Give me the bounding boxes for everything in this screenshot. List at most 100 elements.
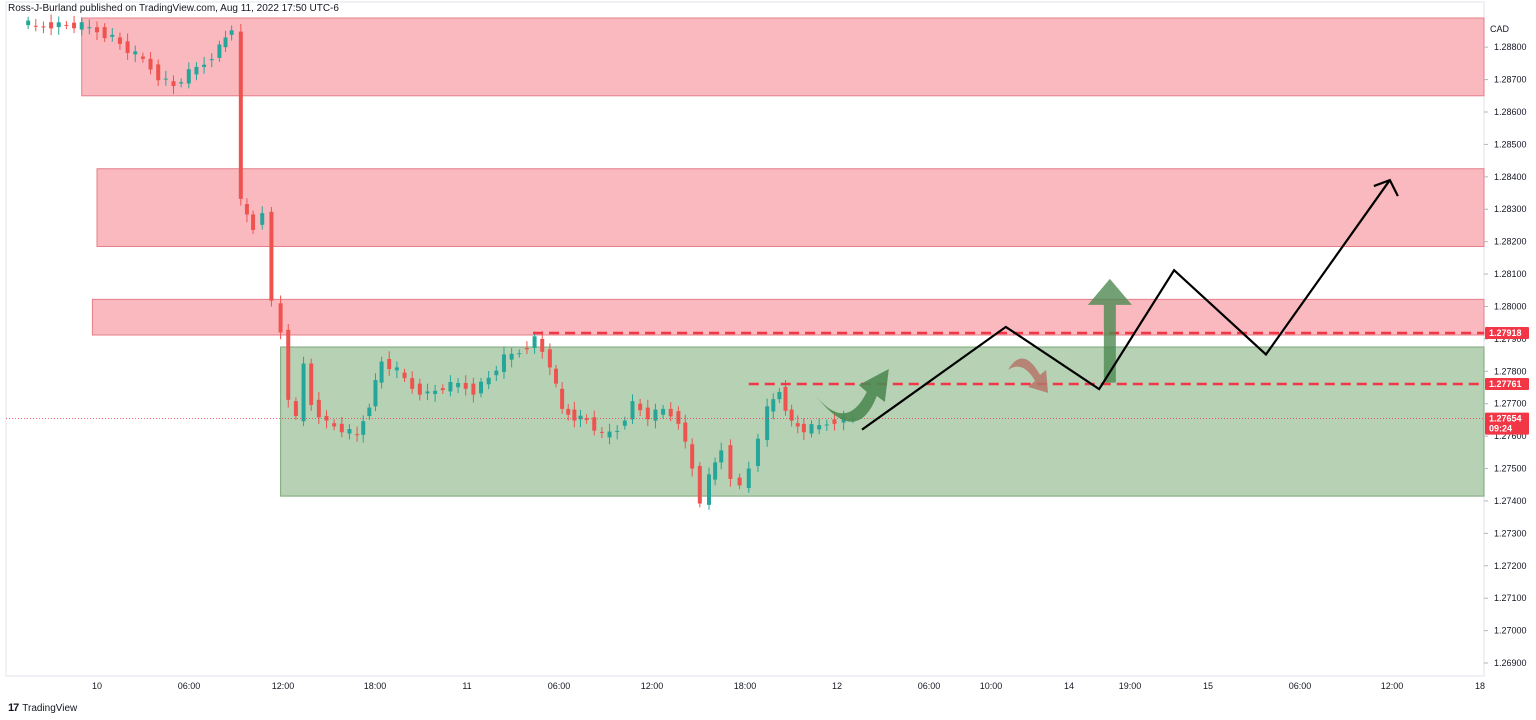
x-tick-label: 06:00: [1289, 681, 1312, 691]
candle: [532, 331, 537, 354]
candle-body: [251, 214, 256, 230]
candle: [260, 206, 265, 230]
candle-body: [355, 434, 360, 436]
candle: [540, 331, 545, 359]
candle: [425, 383, 430, 401]
candle: [79, 17, 84, 36]
candle: [379, 356, 384, 389]
candle-body: [148, 58, 153, 70]
candle: [56, 16, 61, 35]
candle: [186, 62, 191, 89]
candle-body: [186, 69, 191, 84]
candle: [817, 418, 822, 435]
x-tick-label: 06:00: [178, 681, 201, 691]
candle-body: [471, 383, 476, 395]
candle-body: [49, 22, 54, 29]
price-label-text: 1.27918: [1489, 328, 1522, 338]
candle: [683, 414, 688, 449]
candle: [524, 341, 529, 355]
candle: [179, 78, 184, 88]
candle-body: [133, 51, 138, 55]
candle-body: [425, 391, 430, 394]
x-tick-label: 10: [92, 681, 102, 691]
candle-body: [737, 477, 742, 486]
candle: [95, 21, 99, 41]
candle: [676, 406, 681, 430]
candle: [387, 351, 392, 376]
candle: [765, 398, 770, 447]
y-tick-label: 1.28200: [1494, 237, 1527, 247]
candle: [599, 427, 604, 439]
candle-body: [771, 399, 776, 412]
y-tick-label: 1.27700: [1494, 399, 1527, 409]
pullback-arrow-icon: [1008, 358, 1049, 393]
y-tick-label: 1.27300: [1494, 528, 1527, 538]
candle-body: [125, 41, 130, 54]
candle-body: [719, 450, 724, 463]
candle: [72, 15, 77, 34]
candle: [463, 375, 468, 396]
candle-body: [156, 64, 161, 81]
candle-body: [417, 383, 422, 395]
y-tick-label: 1.27500: [1494, 464, 1527, 474]
candle-body: [202, 64, 207, 67]
x-tick-label: 06:00: [918, 681, 941, 691]
candle: [171, 75, 176, 94]
candle: [554, 364, 558, 388]
candle-body: [578, 415, 583, 420]
price-label-bg: [1485, 412, 1529, 435]
plot-border: [5, 1, 1485, 677]
candle-body: [783, 386, 788, 411]
price-label-bg: [1485, 327, 1529, 340]
candle: [410, 371, 415, 394]
candle: [355, 426, 360, 442]
candle: [653, 403, 658, 429]
x-tick-label: 06:00: [548, 681, 571, 691]
candle: [456, 378, 461, 394]
candle: [494, 365, 499, 382]
candle-body: [607, 431, 612, 438]
zones-layer: [81, 17, 1485, 497]
candle-body: [566, 408, 571, 415]
time-axis[interactable]: 10 06:00 12:00 18:00 11 06:00 12:00 18:00 12 06:0…: [6, 675, 1485, 691]
y-tick-label: 1.27100: [1494, 593, 1527, 603]
supply-zone-0: [81, 17, 1485, 97]
candle: [26, 16, 31, 30]
candle: [713, 457, 718, 486]
candle-body: [179, 82, 184, 84]
candle-body: [217, 44, 222, 58]
y-tick-label: 1.28000: [1494, 301, 1527, 311]
candle-body: [494, 370, 499, 376]
candle-body: [223, 37, 228, 48]
y-tick-label: 1.28800: [1494, 42, 1527, 52]
candle-body: [765, 406, 770, 441]
tradingview-footer[interactable]: 17 TradingView: [8, 700, 77, 716]
candle-body: [524, 347, 529, 350]
candle-body: [309, 363, 314, 406]
candle: [707, 467, 711, 510]
currency-label: CAD: [1490, 24, 1510, 34]
candle-body: [56, 22, 61, 28]
price-axis[interactable]: CAD 1.28800 1.28700 1.28600 1.28500 1.28400 1.…: [1484, 24, 1527, 668]
x-tick-label: 19:00: [1119, 681, 1142, 691]
candle: [217, 40, 222, 62]
candle-body: [140, 56, 145, 59]
candle-body: [728, 445, 733, 479]
candle-body: [554, 368, 558, 384]
candle: [251, 210, 256, 234]
candle-body: [517, 353, 522, 355]
candle: [801, 417, 806, 441]
candle: [223, 30, 228, 53]
candle-body: [707, 474, 711, 505]
candle-body: [41, 26, 46, 28]
candle-body: [697, 465, 702, 504]
candle-body: [332, 423, 337, 427]
candle-body: [171, 81, 176, 87]
candle-body: [448, 382, 453, 392]
candle-body: [440, 388, 445, 391]
tradingview-logo-icon: 17: [8, 702, 19, 714]
candle-body: [463, 382, 468, 389]
candle-body: [713, 462, 718, 480]
candles-layer: [26, 14, 855, 510]
